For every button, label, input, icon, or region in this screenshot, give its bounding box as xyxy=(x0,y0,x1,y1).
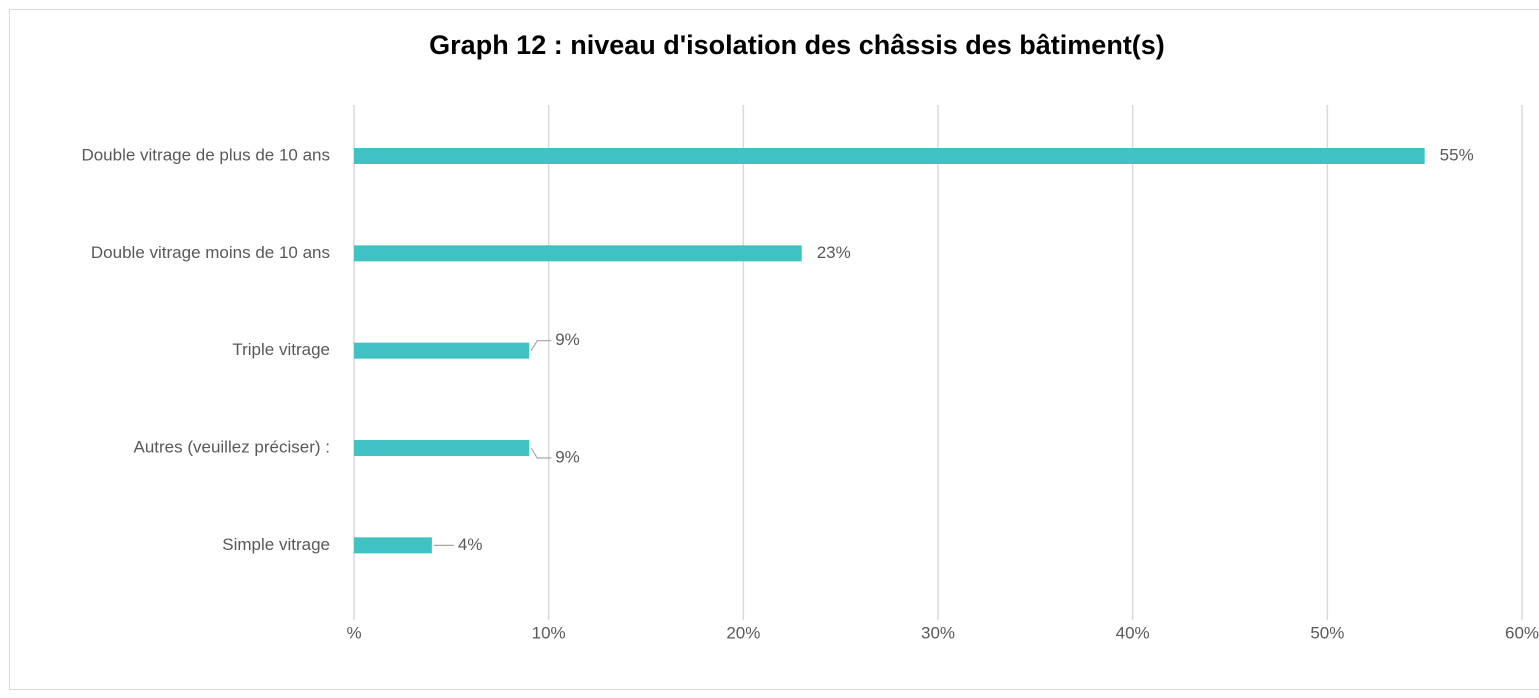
chart-border xyxy=(9,9,1539,690)
x-tick-label: 50% xyxy=(1310,623,1344,642)
value-label: 9% xyxy=(555,447,580,466)
value-label: 55% xyxy=(1440,145,1474,164)
y-tick-label: Autres (veuillez préciser) : xyxy=(133,437,330,456)
chart-title: Graph 12 : niveau d'isolation des châssi… xyxy=(429,30,1165,60)
y-tick-label: Triple vitrage xyxy=(232,340,330,359)
bar xyxy=(354,148,1425,164)
x-tick-label: % xyxy=(346,623,361,642)
bar xyxy=(354,245,802,262)
y-tick-label: Simple vitrage xyxy=(222,535,330,554)
x-tick-label: 40% xyxy=(1116,623,1150,642)
leader-line xyxy=(530,447,552,459)
leader-line xyxy=(530,340,552,351)
y-tick-label: Double vitrage de plus de 10 ans xyxy=(81,145,330,164)
value-label: 9% xyxy=(555,330,580,349)
bar xyxy=(354,440,530,457)
x-tick-label: 30% xyxy=(921,623,955,642)
value-label: 4% xyxy=(458,535,483,554)
bar xyxy=(354,537,432,554)
x-tick-label: 60% xyxy=(1505,623,1539,642)
value-label: 23% xyxy=(817,243,851,262)
y-tick-label: Double vitrage moins de 10 ans xyxy=(91,243,330,262)
bar xyxy=(354,342,530,359)
x-tick-label: 10% xyxy=(532,623,566,642)
x-tick-label: 20% xyxy=(726,623,760,642)
